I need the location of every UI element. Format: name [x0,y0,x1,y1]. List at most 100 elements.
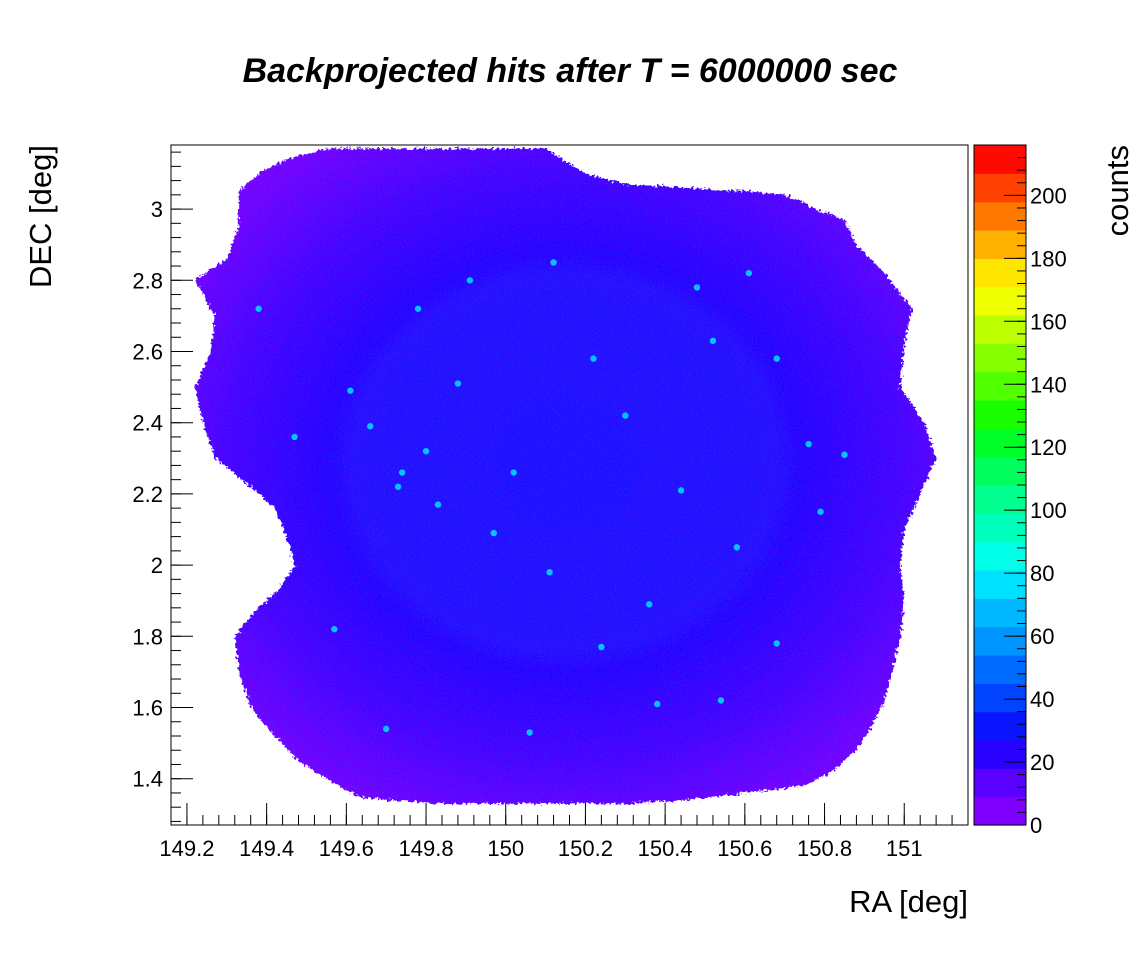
sources-layer [255,259,848,736]
y-tick-label: 2.2 [132,482,163,507]
x-tick-label: 150.4 [638,836,693,861]
colorbar-band [974,201,1026,231]
colorbar-band [974,796,1026,826]
source-point [717,697,725,704]
y-tick-label: 1.4 [132,767,163,792]
source-point [526,729,533,736]
source-point [773,355,780,362]
colorbar-tick-label: 160 [1030,309,1067,334]
source-point [454,380,462,387]
source-point [394,483,402,490]
source-point [550,259,557,266]
source-point [331,625,338,633]
x-tick-label: 150.2 [558,836,613,861]
colorbar-band [974,428,1026,458]
source-point [733,544,741,551]
source-point [677,487,685,494]
colorbar-band [974,258,1026,288]
source-point [291,433,298,441]
colorbar-band [974,173,1026,203]
colorbar-tick-label: 40 [1030,687,1054,712]
y-axis: 1.4 1.6 1.8 2 2.2 2.4 2.6 2.8 3 [132,151,193,822]
y-tick-label: 1.6 [132,696,163,721]
source-point [367,423,374,430]
source-point [546,569,553,576]
colorbar-band [974,683,1026,713]
y-tick-label: 1.8 [132,624,163,649]
y-tick-label: 3 [151,197,163,222]
colorbar-tick-label: 100 [1030,498,1067,523]
x-tick-label: 150.6 [717,836,772,861]
y-tick-label: 2.6 [132,339,163,364]
colorbar-band [974,541,1026,571]
source-point [347,387,354,394]
colorbar-band [974,145,1026,174]
colorbar-band [974,570,1026,599]
source-point [773,640,780,647]
colorbar-band [974,456,1026,486]
colorbar-axis: 0 20 40 60 80 100 120 140 160 180 200 [1004,144,1067,838]
colorbar-band [974,400,1026,429]
source-point [382,725,390,733]
source-point [422,447,430,455]
x-axis-label: RA [deg] [849,884,968,919]
source-point [510,469,517,476]
x-tick-label: 149.6 [319,836,374,861]
colorbar-tick-label: 60 [1030,624,1054,649]
x-tick-label: 150.8 [797,836,852,861]
y-tick-label: 2.8 [132,268,163,293]
x-tick-label: 149.2 [159,836,214,861]
source-point [646,601,653,608]
source-point [598,643,605,651]
y-axis-label: DEC [deg] [23,145,58,288]
colorbar-band [974,655,1026,684]
source-point [817,508,824,515]
x-tick-label: 150 [487,836,524,861]
x-tick-label: 149.8 [399,836,454,861]
source-point [709,337,717,345]
colorbar-tick-label: 200 [1030,183,1067,208]
colorbar-band [974,485,1026,514]
colorbar-band [974,513,1026,543]
colorbar-band [974,371,1026,401]
x-axis: 149.2 149.4 149.6 149.8 150 150.2 150.4 150.6 15… [159,803,969,861]
colorbar-tick-label: 180 [1030,246,1067,271]
colorbar-band [974,343,1026,373]
coverage-noise [194,148,937,804]
source-point [590,355,597,362]
source-point [255,305,262,312]
source-point [745,269,753,277]
colorbar-band [974,626,1026,656]
colorbar-band [974,598,1026,628]
x-tick-label: 149.4 [239,836,294,861]
source-point [622,412,629,419]
colorbar-band [974,230,1026,259]
y-tick-label: 2 [151,553,163,578]
x-tick-label: 151 [886,836,923,861]
colorbar-tick-label: 140 [1030,372,1067,397]
colorbar-tick-label: 80 [1030,561,1054,586]
source-point [398,469,406,476]
source-point [841,451,848,458]
source-point [434,501,442,508]
source-point [414,305,422,312]
source-point [653,700,661,708]
source-point [805,440,812,448]
source-point [693,284,701,291]
colorbar-tick-label: 0 [1030,813,1042,838]
colorbar [974,145,1026,826]
colorbar-band [974,711,1026,741]
colorbar-band [974,286,1026,316]
colorbar-band [974,768,1026,798]
source-point [490,529,497,537]
colorbar-band [974,740,1026,769]
chart-title: Backprojected hits after T = 6000000 sec [243,52,898,90]
colorbar-tick-label: 20 [1030,750,1054,775]
colorbar-tick-label: 120 [1030,435,1067,460]
colorbar-label: counts [1100,145,1135,236]
colorbar-band [974,315,1026,344]
y-tick-label: 2.4 [132,411,163,436]
plot-area [194,148,937,804]
source-point [466,277,474,284]
